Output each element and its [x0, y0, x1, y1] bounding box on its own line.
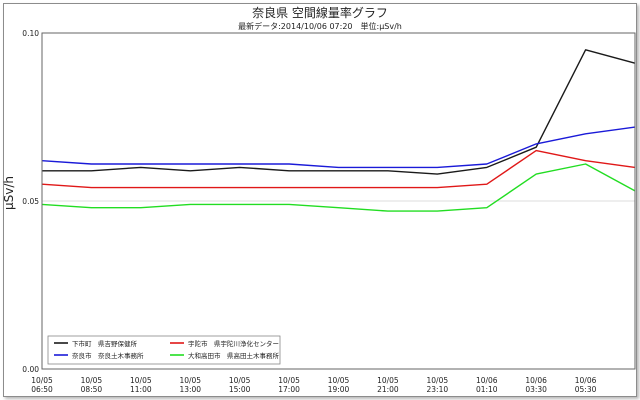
series-line-2	[41, 149, 636, 189]
x-tick-date: 10/06	[525, 376, 547, 385]
y-tick-0.00: 0.00	[22, 365, 39, 374]
x-tick-time: 21:00	[377, 385, 399, 394]
x-tick-date: 10/06	[476, 376, 498, 385]
x-tick-date: 10/05	[328, 376, 350, 385]
x-tick-time: 17:00	[278, 385, 300, 394]
x-tick-time: 05:30	[575, 385, 597, 394]
series-line-1	[41, 126, 636, 169]
x-tick-date: 10/05	[179, 376, 201, 385]
x-tick-time: 03:30	[525, 385, 547, 394]
legend-label-0: 下市町 県吉野保健所	[72, 339, 138, 348]
plot-border	[41, 32, 636, 370]
series-layer	[41, 49, 636, 212]
x-tick-date: 10/05	[427, 376, 449, 385]
legend-label-1: 奈良市 奈良土木事務所	[72, 351, 144, 360]
x-tick-time: 06:50	[31, 385, 53, 394]
x-tick-date: 10/05	[229, 376, 251, 385]
x-tick-time: 19:00	[328, 385, 350, 394]
y-tick-0.05: 0.05	[22, 197, 39, 206]
legend-label-3: 大和高田市 県高田土木事務所	[188, 351, 280, 360]
chart-title: 奈良県 空間線量率グラフ	[252, 6, 388, 20]
y-tick-0.10: 0.10	[22, 29, 39, 38]
chart-frame	[3, 3, 637, 397]
x-tick-time: 11:00	[130, 385, 152, 394]
series-line-3	[41, 163, 636, 212]
legend-label-2: 宇陀市 県宇陀川浄化センター	[188, 339, 279, 348]
x-tick-time: 15:00	[229, 385, 251, 394]
x-tick-time: 13:00	[179, 385, 201, 394]
chart-subtitle: 最新データ:2014/10/06 07:20 単位:μSv/h	[238, 22, 402, 31]
x-tick-date: 10/05	[130, 376, 152, 385]
x-tick-time: 01:10	[476, 385, 498, 394]
y-tick-labels: 0.00 0.05 0.10	[22, 29, 39, 374]
x-tick-time: 23:10	[427, 385, 449, 394]
x-tick-date: 10/05	[377, 376, 399, 385]
x-tick-date: 10/05	[81, 376, 103, 385]
x-tick-labels: 10/0506:5010/0508:5010/0511:0010/0513:00…	[31, 376, 596, 394]
x-tick-date: 10/05	[278, 376, 300, 385]
x-tick-date: 10/05	[31, 376, 53, 385]
x-tick-time: 08:50	[81, 385, 103, 394]
x-tick-date: 10/06	[575, 376, 597, 385]
series-line-0	[42, 49, 636, 175]
legend-box	[47, 335, 281, 365]
